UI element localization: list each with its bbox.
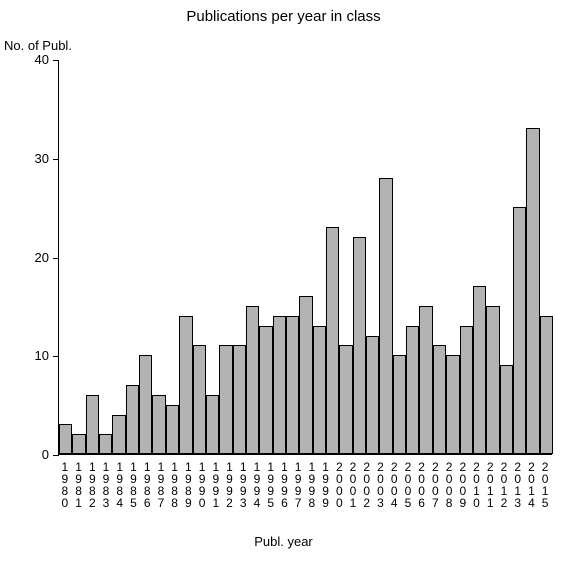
x-tick-label: 1 9 8 9 <box>182 461 196 509</box>
bar <box>406 326 419 454</box>
y-tick-label: 40 <box>35 52 49 67</box>
bar <box>139 355 152 454</box>
bar <box>419 306 432 454</box>
chart-container: Publications per year in class No. of Pu… <box>0 0 567 567</box>
bar <box>433 345 446 454</box>
x-tick-label: 1 9 9 9 <box>319 461 333 509</box>
bar <box>233 345 246 454</box>
x-tick-label: 1 9 8 8 <box>168 461 182 509</box>
x-tick-label: 2 0 0 8 <box>442 461 456 509</box>
bar <box>72 434 85 454</box>
bar <box>473 286 486 454</box>
bar <box>379 178 392 455</box>
bar <box>246 306 259 454</box>
x-tick-label: 1 9 9 5 <box>264 461 278 509</box>
y-tick-label: 10 <box>35 348 49 363</box>
x-tick-label: 2 0 1 1 <box>483 461 497 509</box>
x-tick-label: 2 0 1 0 <box>470 461 484 509</box>
bar <box>526 128 539 454</box>
bar <box>393 355 406 454</box>
y-tick-mark <box>53 159 59 160</box>
x-tick-label: 1 9 8 2 <box>85 461 99 509</box>
bar <box>126 385 139 454</box>
bar <box>152 395 165 454</box>
bar <box>500 365 513 454</box>
x-tick-label: 2 0 0 4 <box>387 461 401 509</box>
bar <box>112 415 125 455</box>
y-tick-label: 0 <box>42 447 49 462</box>
bar <box>513 207 526 454</box>
x-tick-label: 2 0 0 0 <box>332 461 346 509</box>
x-tick-label: 2 0 0 6 <box>415 461 429 509</box>
x-tick-label: 1 9 8 5 <box>127 461 141 509</box>
bar <box>339 345 352 454</box>
bar <box>219 345 232 454</box>
y-tick-label: 30 <box>35 151 49 166</box>
bar <box>326 227 339 454</box>
bar <box>59 424 72 454</box>
x-tick-label: 2 0 0 9 <box>456 461 470 509</box>
y-tick-mark <box>53 258 59 259</box>
bar <box>540 316 553 454</box>
bar <box>193 345 206 454</box>
bar <box>99 434 112 454</box>
x-tick-label: 1 9 8 6 <box>140 461 154 509</box>
x-tick-label: 1 9 8 7 <box>154 461 168 509</box>
x-tick-label: 2 0 1 2 <box>497 461 511 509</box>
x-tick-label: 1 9 9 7 <box>291 461 305 509</box>
bar <box>460 326 473 454</box>
x-tick-label: 1 9 8 3 <box>99 461 113 509</box>
x-tick-label: 1 9 9 6 <box>278 461 292 509</box>
y-tick-label: 20 <box>35 250 49 265</box>
y-axis-label: No. of Publ. <box>4 38 72 53</box>
bar <box>86 395 99 454</box>
x-tick-label: 2 0 0 2 <box>360 461 374 509</box>
x-tick-label: 2 0 0 3 <box>374 461 388 509</box>
y-tick-mark <box>53 455 59 456</box>
x-tick-label: 1 9 9 8 <box>305 461 319 509</box>
x-tick-label: 1 9 9 0 <box>195 461 209 509</box>
bar <box>313 326 326 454</box>
y-tick-mark <box>53 356 59 357</box>
x-tick-label: 1 9 9 2 <box>223 461 237 509</box>
bar <box>273 316 286 454</box>
x-tick-label: 1 9 9 3 <box>236 461 250 509</box>
bar <box>286 316 299 454</box>
x-tick-label: 1 9 8 1 <box>72 461 86 509</box>
bar <box>259 326 272 454</box>
bar <box>299 296 312 454</box>
x-tick-label: 1 9 8 4 <box>113 461 127 509</box>
x-axis-label: Publ. year <box>0 534 567 549</box>
x-tick-label: 1 9 8 0 <box>58 461 72 509</box>
x-tick-label: 2 0 1 3 <box>511 461 525 509</box>
bar <box>446 355 459 454</box>
x-tick-label: 2 0 1 5 <box>538 461 552 509</box>
x-tick-label: 2 0 1 4 <box>525 461 539 509</box>
bar <box>179 316 192 454</box>
x-tick-label: 2 0 0 5 <box>401 461 415 509</box>
x-tick-label: 1 9 9 1 <box>209 461 223 509</box>
chart-title: Publications per year in class <box>0 8 567 25</box>
x-tick-label: 2 0 0 7 <box>429 461 443 509</box>
bar <box>486 306 499 454</box>
bars-layer <box>59 60 552 454</box>
x-tick-label: 1 9 9 4 <box>250 461 264 509</box>
x-tick-labels: 1 9 8 01 9 8 11 9 8 21 9 8 31 9 8 41 9 8… <box>58 461 552 521</box>
bar <box>366 336 379 455</box>
bar <box>353 237 366 454</box>
x-tick-label: 2 0 0 1 <box>346 461 360 509</box>
bar <box>166 405 179 454</box>
bar <box>206 395 219 454</box>
plot-area: 010203040 <box>58 60 552 455</box>
y-tick-mark <box>53 60 59 61</box>
